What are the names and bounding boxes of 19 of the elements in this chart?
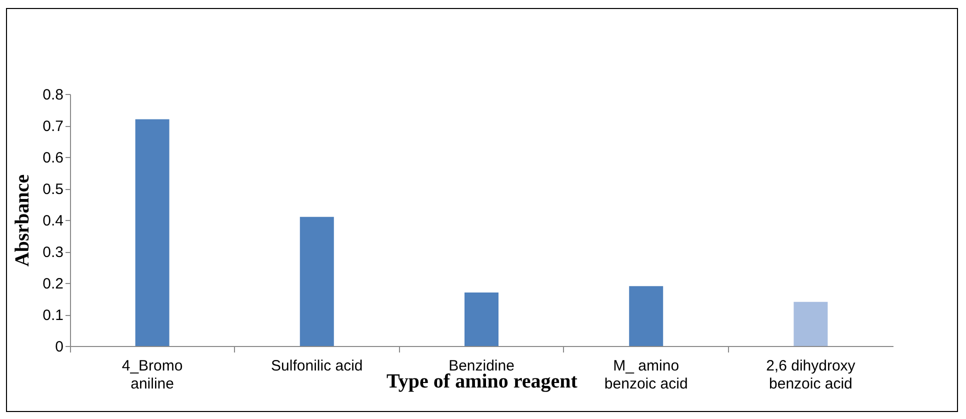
y-tick-label: 0.1 (42, 307, 64, 324)
y-tick-label: 0.4 (42, 212, 64, 230)
y-tick-label: 0.3 (42, 244, 64, 261)
y-axis-title: Absrbance (12, 174, 34, 267)
y-tick-label: 0 (55, 338, 64, 356)
x-tick-label: M_ amino benzoic acid (604, 358, 688, 392)
y-tick-label: 0.7 (42, 118, 64, 135)
y-tick-label: 0.5 (42, 181, 64, 198)
bar (464, 292, 498, 346)
bar (135, 119, 170, 346)
x-tick-label: 2,6 dihydroxy benzoic acid (766, 358, 856, 392)
x-tick-label: 4_Bromo aniline (122, 358, 183, 392)
y-tick-label: 0.6 (42, 150, 64, 166)
y-tick-label: 0.8 (42, 86, 64, 104)
x-tick-label: Sulfonilic acid (271, 358, 363, 374)
bar (629, 286, 664, 346)
y-tick-label: 0.2 (42, 276, 64, 292)
bar (300, 216, 334, 346)
bar (794, 302, 828, 346)
